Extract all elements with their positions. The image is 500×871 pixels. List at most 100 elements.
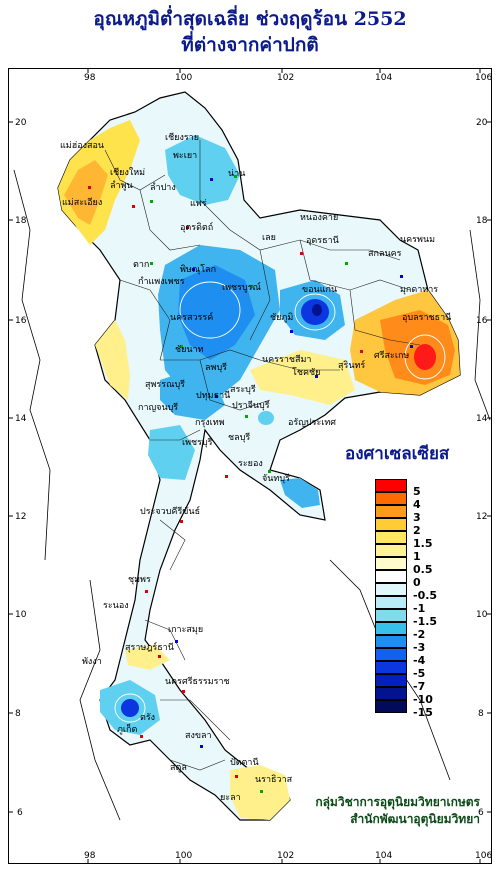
legend-swatch [375, 544, 407, 557]
place-chiangmai: เชียงใหม่ [110, 167, 145, 178]
warm-zone-center [250, 350, 355, 405]
legend-label: 5 [413, 485, 421, 498]
place-satun: สตูล [170, 763, 187, 773]
lat-tick-16: 16 [15, 316, 27, 326]
place-narathiwat: นราธิวาส [255, 774, 293, 785]
cold-zone-gulf [148, 425, 195, 480]
place-suphanburi: สุพรรณบุรี [145, 379, 185, 390]
map-title-line1: อุณหภูมิต่ำสุดเฉลี่ย ช่วงฤดูร้อน 2552 [93, 8, 407, 30]
cold-core-khonkaen-center [312, 304, 322, 316]
lat-tick-14-right: 14 [476, 414, 488, 424]
place-prachinburi: ปราจีนบุรี [232, 400, 270, 411]
place-lamphun: ลำพูน [110, 180, 133, 191]
legend-swatch [375, 609, 407, 622]
map-title-line2: ที่ต่างจากค่าปกติ [181, 34, 319, 56]
lat-tick-10-right: 10 [476, 610, 488, 620]
legend-label: -1.5 [413, 615, 438, 628]
legend-label: 0 [413, 576, 421, 589]
lat-tick-20-right: 20 [476, 118, 488, 128]
place-phitsanulok: พิษณุโลก [180, 264, 216, 275]
unit-label: องศาเซลเซียส [345, 444, 450, 464]
place-ranong: ระนอง [103, 601, 129, 611]
lat-tick-12-right: 12 [476, 512, 487, 522]
legend-swatch [375, 635, 407, 648]
place-maehongson: แม่ฮ่องสอน [60, 141, 104, 151]
lat-tick-6-right: 6 [478, 808, 484, 818]
legend-swatch [375, 557, 407, 570]
place-saraburi: สระบุรี [230, 384, 256, 395]
legend-label: -7 [413, 680, 426, 693]
place-loei: เลย [262, 233, 276, 243]
place-trang: ตรัง [140, 713, 155, 723]
place-phetchaburi: เพชรบุรี [182, 437, 213, 448]
province-boundaries [104, 140, 421, 771]
place-chiangrai: เชียงราย [165, 132, 199, 143]
legend-label: -1 [413, 602, 426, 615]
place-yala: ยะลา [220, 793, 241, 803]
thailand-landmass [57, 91, 461, 821]
lat-tick-6: 6 [17, 808, 23, 818]
legend-swatch [375, 492, 407, 505]
legend-swatch [375, 531, 407, 544]
legend-swatch [375, 479, 407, 492]
place-nakhonsithammarat: นครศรีธรรมราช [165, 676, 230, 687]
place-aranyaprathet: อรัญประเทศ [288, 418, 336, 428]
legend-label: -3 [413, 641, 426, 654]
lon-tick-106: 106 [475, 73, 492, 83]
place-mukdahan: มุกดาหาร [400, 285, 438, 295]
place-uttaradit: อุตรดิตถ์ [180, 221, 213, 233]
place-chonburi: ชลบุรี [228, 432, 250, 443]
place-pattani: ปัตตานี [230, 757, 259, 768]
place-sisaket: ศรีสะเกษ [374, 350, 409, 361]
legend-label: 2 [413, 524, 421, 537]
lat-tick-18-right: 18 [476, 216, 488, 226]
legend-label: 3 [413, 511, 421, 524]
cold-zone-east-spot [258, 411, 274, 425]
place-phangnga: พังงา [82, 657, 102, 667]
legend-swatch [375, 622, 407, 635]
legend-label: 0.5 [413, 563, 433, 576]
place-phetchabun: เพชรบูรณ์ [222, 281, 261, 293]
place-kohsamui: เกาะสมุย [168, 625, 203, 635]
place-nan: น่าน [228, 169, 245, 179]
place-nakhonratchasima: นครราชสีมา [262, 354, 311, 365]
place-nakhonphanom: นครพนม [400, 235, 435, 245]
legend-swatch [375, 596, 407, 609]
legend-swatch [375, 570, 407, 583]
legend-swatch [375, 674, 407, 687]
legend-swatch [375, 583, 407, 596]
place-rayong: ระยอง [238, 459, 263, 469]
place-chainat: ชัยนาท [175, 345, 204, 355]
legend-swatch [375, 661, 407, 674]
place-udonthani: อุดรธานี [306, 235, 339, 246]
legend-swatch [375, 518, 407, 531]
place-lampang: ลำปาง [150, 182, 176, 193]
legend-label: -0.5 [413, 589, 438, 602]
legend-label: -10 [413, 693, 433, 706]
lon-tick-100: 100 [175, 73, 192, 83]
legend-label: 1 [413, 550, 421, 563]
contour-lines [114, 281, 446, 723]
station-markers [88, 175, 413, 793]
place-chokchai: โชคชัย [292, 367, 320, 378]
cold-zone-central-inner [178, 265, 255, 360]
place-khonkaen: ขอนแก่น [302, 285, 337, 295]
lon-tick-100-bottom: 100 [175, 851, 192, 861]
place-bangkok: กรุงเทพ [195, 418, 225, 428]
place-songkhla: สงขลา [185, 731, 212, 741]
place-kamphaengphet: กำแพงเพชร [138, 276, 185, 287]
frame-ticks [8, 68, 492, 864]
warm-zone-west [95, 320, 130, 400]
lat-tick-18: 18 [15, 216, 27, 226]
legend-label: -2 [413, 628, 426, 641]
legend-swatch [375, 648, 407, 661]
place-tak: ตาก [133, 260, 149, 270]
lat-tick-12: 12 [15, 512, 26, 522]
lon-tick-102: 102 [277, 73, 294, 83]
lat-tick-10: 10 [15, 610, 27, 620]
place-phayao: พะเยา [173, 151, 197, 161]
cold-zone-bangkok [160, 370, 225, 420]
place-phuket: ภูเก็ต [117, 722, 137, 735]
place-pathumthani: ปทุมธานี [196, 390, 230, 401]
